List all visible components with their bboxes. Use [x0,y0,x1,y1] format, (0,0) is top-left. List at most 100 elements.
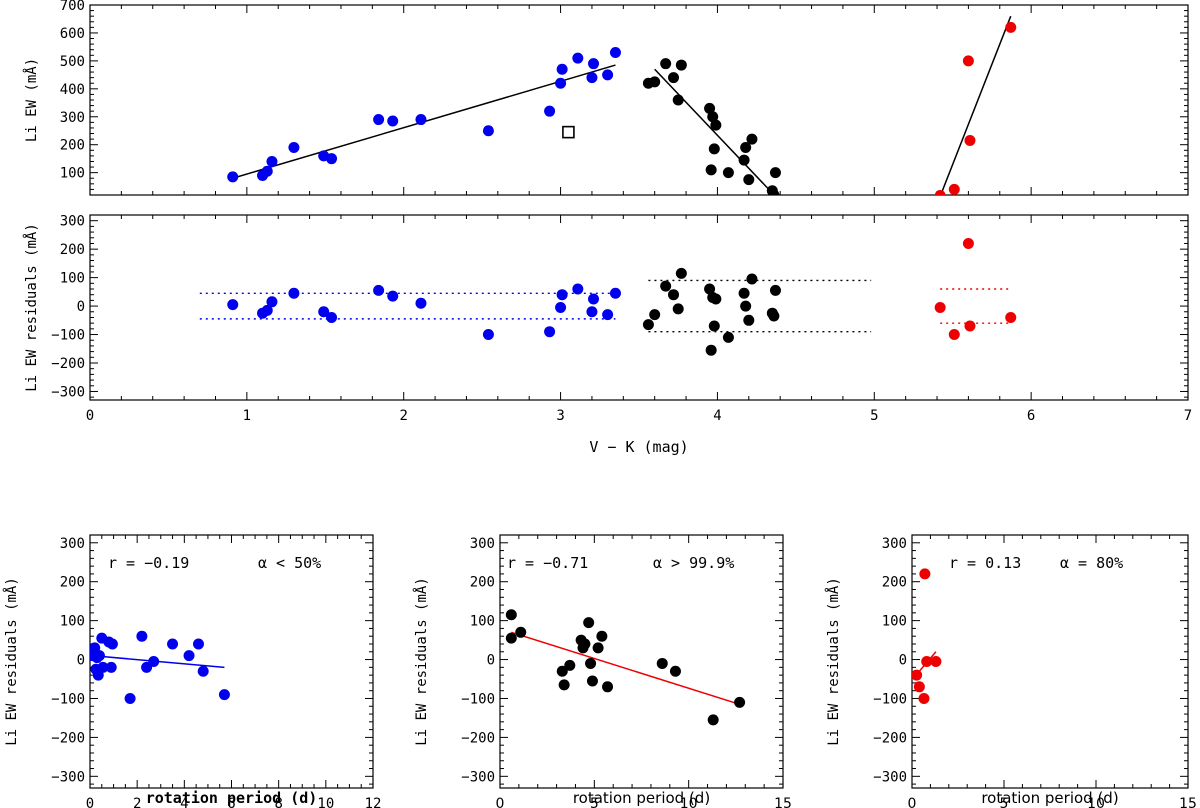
data-point [722,331,734,343]
data-point [964,135,976,147]
data-point [555,77,567,89]
y-tick-label: 300 [60,214,85,230]
data-point [261,165,273,177]
data-point [556,289,568,301]
y-tick-label: −100 [51,691,85,707]
data-point [415,114,427,126]
fit-line [511,631,740,706]
y-tick-label: −100 [51,328,85,344]
data-point [660,58,672,70]
annotation: α = 80% [1060,554,1123,572]
x-tick-label: 5 [1000,796,1009,808]
x-tick-label: 3 [556,408,564,424]
y-tick-label: 200 [60,138,85,154]
data-point [710,119,722,131]
y-tick-label: −100 [461,691,495,707]
data-point [948,183,960,195]
data-point [586,72,598,84]
y-tick-label: 200 [882,575,907,591]
data-point [649,76,661,88]
y-axis-label: Li EW residuals (mÅ) [825,577,842,746]
data-point [266,155,278,167]
data-point [387,290,399,302]
y-axis-label: Li EW (mÅ) [23,58,40,142]
y-tick-label: 200 [470,575,495,591]
data-point [183,650,195,662]
data-point [288,287,300,299]
data-point [705,164,717,176]
data-point-square [562,125,575,139]
data-point [227,171,239,183]
data-point [704,283,716,295]
data-point [588,293,600,305]
y-tick-label: −300 [873,769,907,785]
data-point [373,284,385,296]
data-point [227,299,239,311]
x-tick-label: 6 [1027,408,1035,424]
data-point [913,681,925,693]
data-point [740,142,752,153]
y-tick-label: 600 [60,26,85,42]
data-point [656,657,668,669]
plot-frame [89,4,1189,196]
plot-area [912,568,942,704]
y-axis-label: Li EW residuals (mÅ) [3,577,20,746]
x-axis-label: V − K (mag) [589,438,688,456]
data-point [734,696,746,708]
y-tick-label: 0 [487,653,495,669]
data-point [586,675,598,687]
data-point [93,650,105,662]
data-point [919,568,931,580]
x-tick-label: 15 [774,796,792,808]
data-point [930,656,942,667]
y-tick-label: 200 [60,242,85,258]
y-tick-label: −300 [461,769,495,785]
data-point [934,190,946,195]
annotation: α > 99.9% [653,554,734,572]
x-tick-label: 0 [86,408,94,424]
data-point [710,293,722,305]
y-tick-label: −100 [873,691,907,707]
plot-bottom-middle: −300 −200 −100 0 100 200 300 0 5 10 15 rotation per… [413,534,792,808]
data-point [746,273,758,285]
data-point [962,55,974,67]
data-point [743,314,755,326]
data-point [602,681,614,693]
x-tick-label: 10 [317,796,334,808]
y-tick-label: 100 [60,271,85,287]
data-point [743,174,755,186]
data-point [564,659,576,671]
data-point [97,661,109,673]
data-point [708,143,720,155]
plot-area [227,15,1017,195]
y-tick-label: 100 [60,166,85,182]
data-point [704,102,716,114]
data-point [768,189,780,195]
y-tick-label: 400 [60,82,85,98]
data-point [1005,21,1017,33]
x-tick-label: 1 [243,408,251,424]
x-tick-label: 4 [180,796,188,808]
y-tick-label: 100 [60,614,85,630]
data-point [738,154,750,166]
y-tick-label: 500 [60,54,85,70]
data-point [106,638,118,650]
y-tick-label: −300 [51,769,85,785]
data-point [136,630,148,642]
y-tick-label: −200 [51,356,85,372]
data-point [602,69,614,81]
y-axis-label: Li EW residuals (mÅ) [413,577,430,746]
y-tick-label: 100 [470,614,495,630]
plot-top: 100 200 300 400 500 600 700 Li EW (mÅ) [23,0,1189,196]
data-point [668,289,680,301]
data-point [326,153,338,165]
plot-middle: −300 −200 −100 0 100 200 300 0 1 2 3 4 5 6 7 V − K (mag… [23,214,1192,456]
plot-frame [89,534,374,789]
data-point [596,630,608,642]
data-point [746,133,758,145]
data-point [192,638,204,650]
data-point [769,284,781,296]
x-tick-label: 7 [1184,408,1192,424]
data-point [660,280,672,292]
